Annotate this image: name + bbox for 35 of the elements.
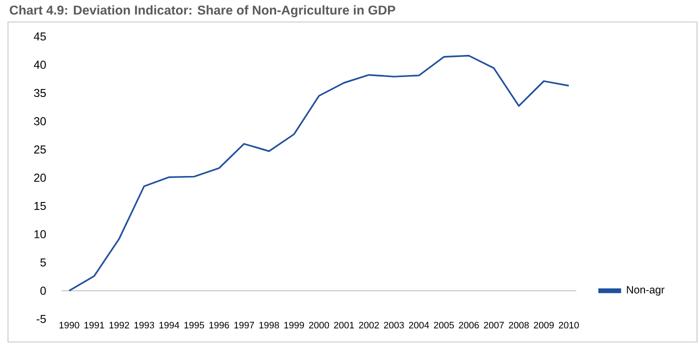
x-tick-label: 2009	[534, 322, 554, 328]
x-tick-label: 2005	[434, 322, 454, 328]
x-tick-label: 2000	[309, 322, 330, 328]
line-series	[68, 54, 570, 292]
x-tick-label: 2004	[409, 322, 430, 328]
y-tick-label: 5	[40, 258, 46, 266]
x-tick-label: 2007	[484, 322, 504, 328]
x-tick-label: 1990	[60, 322, 80, 328]
y-tick-label: 40	[34, 60, 46, 69]
chart-title: Chart 4.9: Deviation Indicator: Share of Non-Agriculture in GDP	[10, 5, 396, 18]
y-tick-label: 10	[34, 230, 46, 238]
y-tick-label: 35	[34, 88, 46, 98]
y-tick-label: 0	[40, 286, 46, 295]
x-tick-label: 1997	[234, 322, 254, 328]
x-tick-label: 2001	[334, 322, 354, 328]
x-tick-label: 1993	[134, 322, 154, 328]
x-tick-label: 2003	[384, 322, 404, 328]
x-tick-label: 1996	[209, 322, 230, 328]
legend-label: Non-agr	[626, 286, 664, 296]
y-tick-label: 45	[34, 32, 46, 40]
x-tick-label: 1991	[84, 322, 104, 328]
y-tick-label: 30	[34, 117, 46, 126]
x-tick-label: 2008	[508, 322, 529, 328]
y-tick-label: 15	[34, 202, 46, 210]
x-tick-label: 2010	[558, 322, 579, 328]
x-tick-label: 1995	[184, 322, 204, 328]
x-tick-label: 1994	[159, 322, 180, 328]
y-tick-label: 25	[34, 145, 46, 154]
x-tick-label: 1999	[284, 322, 304, 328]
y-tick-label: -5	[36, 314, 46, 323]
x-tick-label: 1992	[109, 322, 130, 328]
x-tick-label: 2006	[458, 322, 479, 328]
y-tick-label: 20	[34, 174, 46, 182]
x-tick-label: 2002	[359, 322, 379, 328]
x-tick-label: 1998	[259, 322, 280, 328]
